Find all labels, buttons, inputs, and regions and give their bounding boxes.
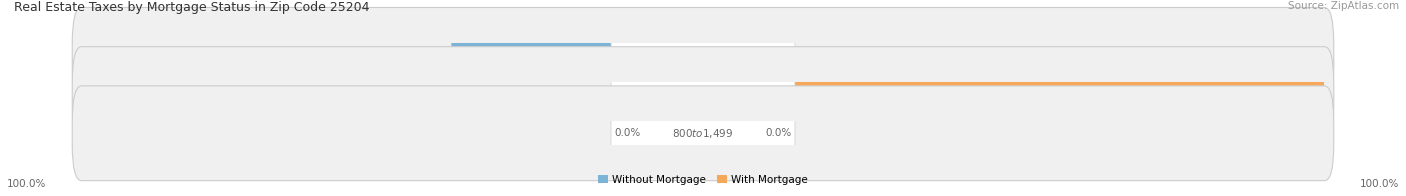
FancyBboxPatch shape [612, 25, 794, 84]
Text: 0.0%: 0.0% [614, 128, 641, 138]
Text: 100.0%: 100.0% [1360, 179, 1399, 189]
FancyBboxPatch shape [72, 7, 1334, 102]
Text: 100.0%: 100.0% [1337, 89, 1376, 99]
FancyBboxPatch shape [72, 86, 1334, 181]
Text: Real Estate Taxes by Mortgage Status in Zip Code 25204: Real Estate Taxes by Mortgage Status in … [14, 1, 370, 14]
Text: Less than $800: Less than $800 [664, 50, 742, 60]
FancyBboxPatch shape [72, 47, 1334, 142]
Text: 0.0%: 0.0% [765, 50, 792, 60]
Text: 40.0%: 40.0% [409, 50, 441, 60]
FancyBboxPatch shape [612, 104, 794, 163]
Text: $800 to $1,499: $800 to $1,499 [672, 88, 734, 101]
Legend: Without Mortgage, With Mortgage: Without Mortgage, With Mortgage [593, 171, 813, 189]
Text: 100.0%: 100.0% [7, 179, 46, 189]
Text: 0.0%: 0.0% [765, 128, 792, 138]
FancyBboxPatch shape [651, 76, 704, 112]
FancyBboxPatch shape [700, 71, 1327, 117]
Text: $800 to $1,499: $800 to $1,499 [672, 127, 734, 140]
Text: 0.0%: 0.0% [614, 89, 641, 99]
FancyBboxPatch shape [451, 32, 706, 78]
Text: Source: ZipAtlas.com: Source: ZipAtlas.com [1288, 1, 1399, 11]
FancyBboxPatch shape [651, 115, 704, 152]
FancyBboxPatch shape [702, 115, 755, 152]
FancyBboxPatch shape [612, 64, 794, 124]
FancyBboxPatch shape [702, 37, 755, 73]
